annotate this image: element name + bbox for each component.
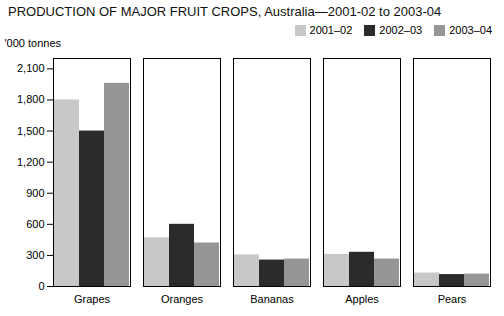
svg-text:1,500: 1,500 (17, 125, 45, 137)
svg-text:Apples: Apples (345, 293, 379, 305)
svg-text:600: 600 (26, 218, 44, 230)
svg-text:Bananas: Bananas (250, 293, 294, 305)
svg-text:900: 900 (26, 187, 44, 199)
svg-text:'000 tonnes: '000 tonnes (5, 37, 62, 49)
svg-text:2,100: 2,100 (17, 62, 45, 74)
svg-text:Oranges: Oranges (161, 293, 204, 305)
svg-text:Pears: Pears (438, 293, 467, 305)
html-text:PRODUCTION OF MAJOR FRUIT CROP: PRODUCTION OF MAJOR FRUIT CROPS, Austral… (8, 4, 442, 19)
html-text:2002–03: 2002–03 (379, 24, 423, 36)
svg-text:0: 0 (38, 280, 44, 292)
svg-text:1,800: 1,800 (17, 93, 45, 105)
html-text:2001–02: 2001–02 (309, 24, 353, 36)
svg-text:1,200: 1,200 (17, 156, 45, 168)
svg-text:Grapes: Grapes (74, 293, 111, 305)
html-text:2003–04: 2003–04 (449, 24, 492, 36)
svg-text:300: 300 (26, 249, 44, 261)
